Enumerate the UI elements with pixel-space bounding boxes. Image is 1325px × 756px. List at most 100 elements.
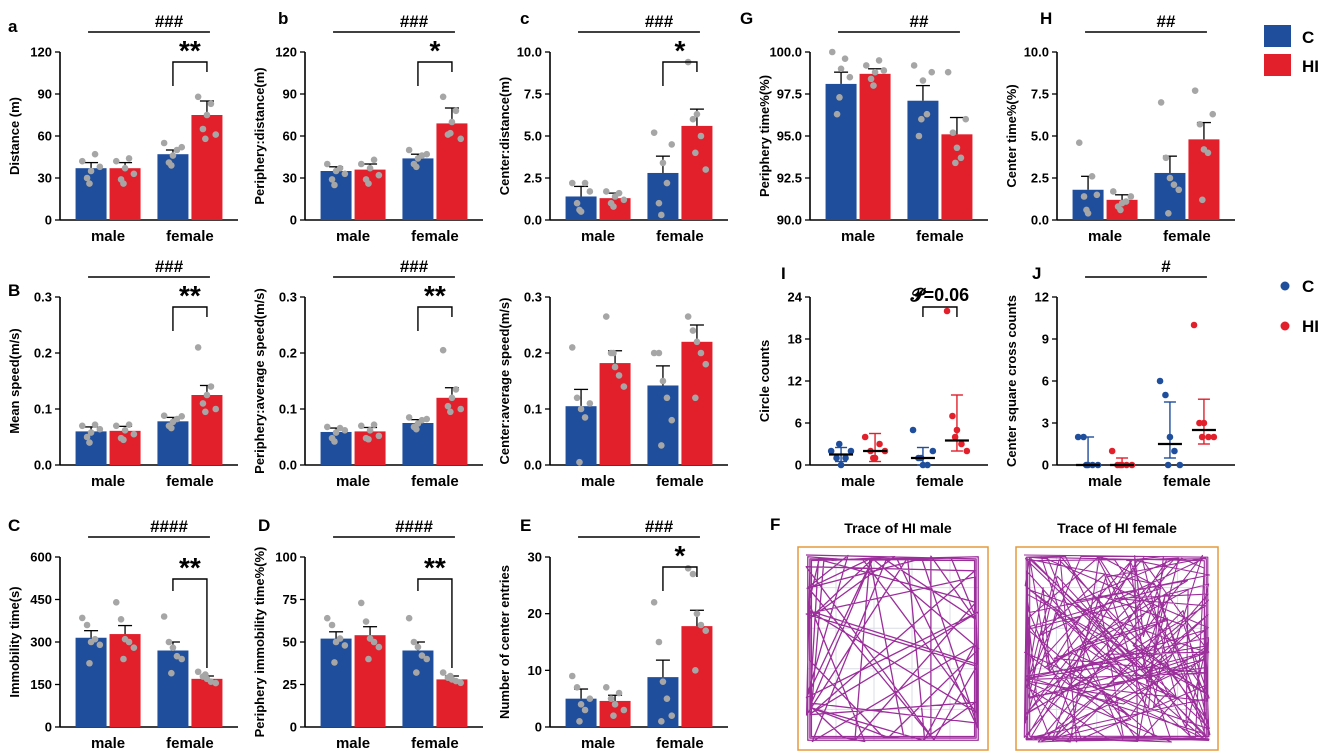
data-point [86,439,93,446]
data-point [875,57,883,64]
data-point [615,189,623,197]
trace-title-female: Trace of HI female [1057,520,1177,536]
data-point [160,412,168,420]
data-point-HI [949,412,956,420]
data-point [659,377,667,385]
data-point [668,416,676,424]
data-point [1196,120,1204,128]
chart-D: D 0 25 50 75 100 Periphery immobility time%(%)… [252,516,483,752]
y-tick-label: 10 [528,663,542,678]
panel-letter-B1: B [8,281,20,300]
group-label-female: female [656,228,704,245]
panel-letter-G: G [740,9,753,28]
trace-boxes [797,546,1219,751]
group-label-male: male [91,228,125,245]
data-point [357,160,365,168]
y-axis-label: Distance (m) [7,97,22,175]
data-point [457,679,465,687]
data-point [457,405,465,413]
data-point [96,641,104,649]
trace-title-male: Trace of HI male [844,520,952,536]
data-point [1199,196,1206,204]
bar-HI-female [191,395,223,465]
y-axis-label: Periphery:average speed(m/s) [252,288,267,474]
data-point [576,718,583,725]
data-point [658,718,665,725]
data-point-C [929,447,937,455]
movement-trace [1023,554,1211,743]
data-point [693,610,701,617]
group-label-male: male [581,473,615,490]
data-point [684,565,692,572]
data-point [323,160,331,168]
data-point [207,100,215,108]
data-point [953,144,961,152]
data-point [457,135,465,143]
legend-dots: C HI [1280,277,1319,336]
bar-HI-female [191,115,223,220]
y-tick-label: 0.0 [279,458,297,473]
data-point [1075,139,1083,147]
group-label-female: female [411,473,459,490]
group-label-male: male [841,228,875,245]
data-point [915,132,923,140]
group-sig-label: ### [400,12,429,31]
within-sig-label: * [429,35,440,66]
data-point [405,146,413,154]
data-point [91,150,99,158]
y-tick-label: 90.0 [777,213,802,228]
group-label-female: female [916,228,964,245]
data-point [1209,110,1217,118]
data-point-HI [1205,433,1212,441]
chart-J: J 0 3 6 9 12 Center square cross counts male fem… [1004,257,1235,490]
data-point [83,621,91,629]
y-tick-label: 0.1 [34,402,52,417]
data-point [663,179,671,187]
bar-C-female [647,385,679,465]
within-sig-label: 𝓟=0.06 [910,285,970,305]
group-label-female: female [656,473,704,490]
legend-swatch-hi [1264,54,1291,76]
data-point [655,199,663,207]
bar-HI-female [191,678,223,727]
data-point [173,652,181,660]
panel-letter-J: J [1032,264,1041,283]
data-point [586,695,594,702]
group-label-female: female [1163,228,1211,245]
y-axis-label: Circle counts [757,340,772,422]
y-tick-label: 0 [795,458,802,473]
y-tick-label: 2.5 [524,171,542,186]
y-tick-label: 0.2 [34,346,52,361]
group-sig-label: ### [645,12,674,31]
data-point [870,82,877,89]
data-point [610,203,617,210]
group-label-female: female [411,735,459,752]
y-tick-label: 10.0 [517,45,542,60]
bar-C-male [825,83,857,220]
data-point [439,93,447,101]
data-point [120,180,127,187]
data-point-C [909,426,917,434]
data-point [828,48,836,56]
data-point [168,669,175,677]
data-point [357,422,365,430]
bar-HI-male [599,363,631,465]
data-point [178,143,186,151]
chart-I: I 0 6 12 18 24 Circle counts male female 𝓟=0.06 [757,264,988,490]
data-point [949,129,957,136]
chart-B3: 0.0 0.1 0.2 0.3 Center:average speed(m/s) mal… [497,290,728,490]
data-point [168,424,175,432]
bar-HI-female [681,125,713,220]
data-point [862,62,870,69]
legend-dot-label-hi: HI [1302,317,1319,336]
data-point [375,643,383,651]
data-point [867,75,875,83]
data-point-C [1156,377,1164,385]
data-point [212,679,220,687]
data-point [178,412,186,420]
data-point [83,433,91,441]
data-point [447,672,454,680]
y-tick-label: 97.5 [777,87,802,102]
data-point [439,346,447,354]
bar-C-male [320,171,352,220]
